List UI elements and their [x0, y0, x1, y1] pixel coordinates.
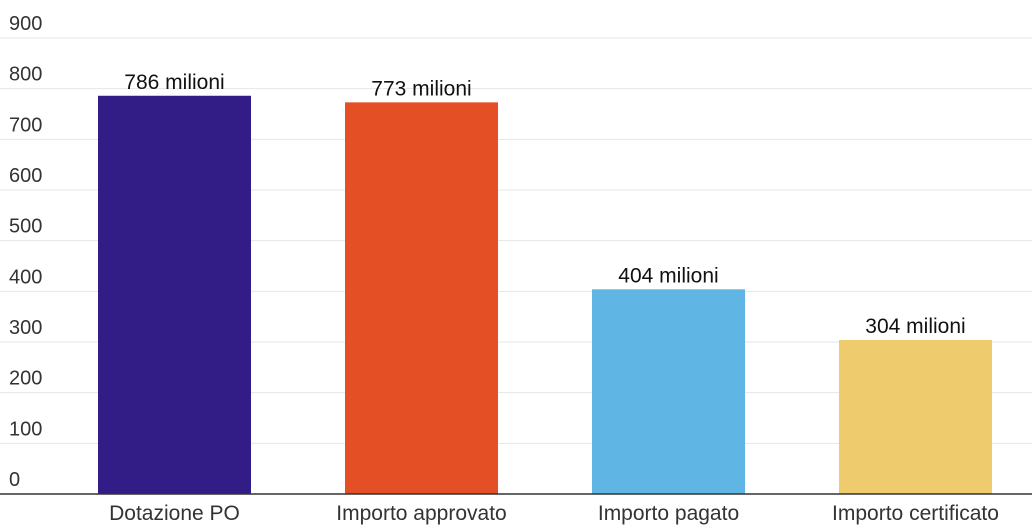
- bar: [839, 339, 992, 494]
- x-tick-label: Importo certificato: [832, 502, 999, 525]
- data-label: 786 milioni: [124, 71, 224, 94]
- bars: [98, 95, 992, 494]
- x-tick-label: Importo approvato: [336, 502, 506, 525]
- y-tick-label: 300: [9, 317, 42, 339]
- bar: [98, 95, 251, 494]
- data-label: 304 milioni: [865, 315, 965, 338]
- y-tick-label: 700: [9, 114, 42, 136]
- y-tick-label: 500: [9, 216, 42, 238]
- y-tick-label: 0: [9, 469, 20, 491]
- y-tick-label: 400: [9, 266, 42, 288]
- data-label: 773 milioni: [371, 77, 471, 100]
- y-tick-label: 900: [9, 13, 42, 35]
- bar: [592, 289, 745, 494]
- y-axis-ticks: 0 100 200 300 400 500 600 700 800 900: [9, 13, 42, 491]
- data-label: 404 milioni: [618, 264, 718, 287]
- x-tick-label: Dotazione PO: [109, 502, 240, 525]
- y-tick-label: 800: [9, 64, 42, 86]
- y-tick-label: 200: [9, 368, 42, 390]
- bar: [345, 102, 498, 494]
- y-tick-label: 600: [9, 165, 42, 187]
- x-axis-labels: Dotazione PO Importo approvato Importo pag…: [109, 502, 999, 525]
- data-labels: 786 milioni 773 milioni 404 milioni 304 mil…: [124, 71, 965, 338]
- y-tick-label: 100: [9, 418, 42, 440]
- x-tick-label: Importo pagato: [598, 502, 739, 525]
